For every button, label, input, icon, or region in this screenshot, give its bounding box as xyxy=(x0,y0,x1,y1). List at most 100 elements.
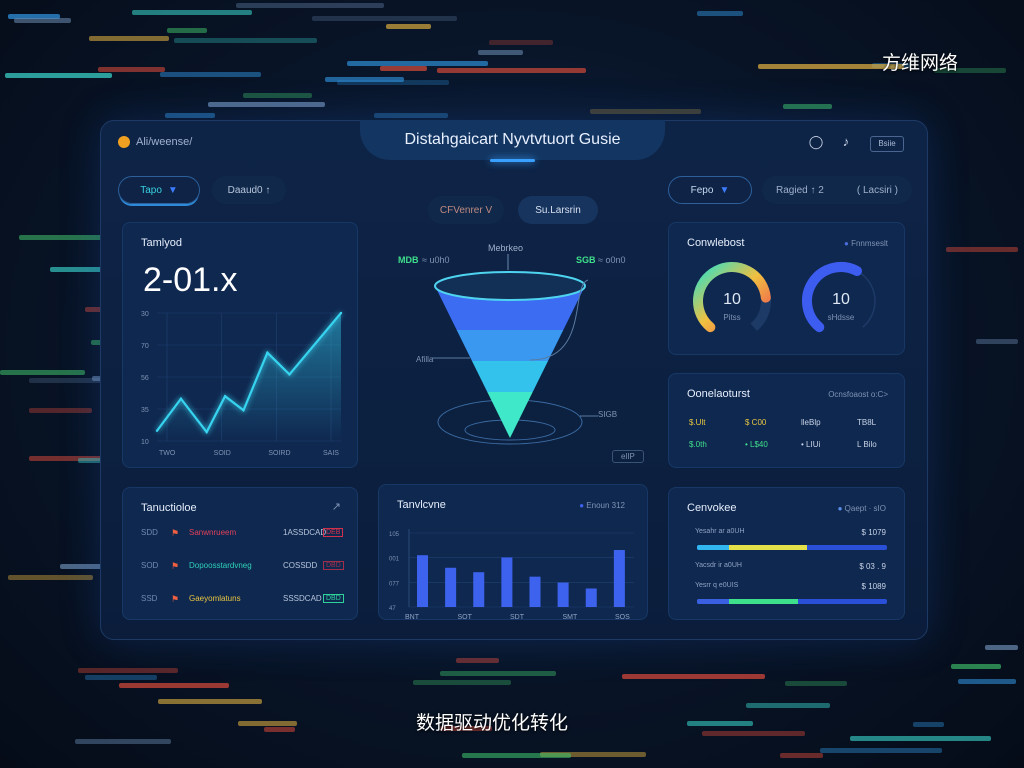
background-code-line xyxy=(132,9,252,15)
bar-chart: 105 001 077 47 BNT SOT SDT SMT SOS xyxy=(389,529,634,621)
connector-line xyxy=(529,279,589,361)
list-card: Tanuctioloe ↗ SDD ⚑ Sanwnrueem 1ASSDCAD DEB S… xyxy=(122,487,358,620)
progress-value: $ 03 . 9 xyxy=(859,562,886,571)
card-title: Tanvlcvne xyxy=(397,499,446,511)
item-name: Sanwnrueem xyxy=(189,528,237,537)
progress-label: Yesrr q e0UIS xyxy=(695,582,739,589)
background-code-line xyxy=(412,679,512,685)
y-tick-label: 47 xyxy=(389,606,396,612)
filter-icon: ▼ xyxy=(167,184,178,196)
background-code-line xyxy=(621,674,766,680)
background-code-line xyxy=(174,38,318,44)
stat-value: L Bilo xyxy=(857,440,877,449)
list-item[interactable]: SSD ⚑ Gaeyomlatuns SSSDCAD DBD xyxy=(123,594,359,610)
item-badge: DEB xyxy=(323,528,344,537)
user-icon[interactable]: ◯ xyxy=(808,134,824,149)
item-value: 1ASSDCAD xyxy=(283,528,327,537)
stat-value: TB8L xyxy=(857,418,877,427)
background-code-line xyxy=(975,338,1018,344)
legend-label: Qaept · sIO xyxy=(844,504,886,513)
x-tick-label: SDT xyxy=(510,614,525,621)
progress-label: Yacsdr ir a0UH xyxy=(695,562,742,569)
item-name: Dopoosstardvneg xyxy=(189,561,252,570)
bar xyxy=(529,576,541,607)
stat-value: $.Ult xyxy=(689,418,706,427)
bar-legend[interactable]: ● Enoun 312 xyxy=(579,501,625,510)
background-code-line xyxy=(19,235,123,241)
range-start: Ragied ↑ 2 xyxy=(776,184,824,196)
background-code-line xyxy=(5,72,112,78)
background-code-line xyxy=(462,752,572,758)
filter-pill-range[interactable]: Ragied ↑ 2 ( Lacsiri ) xyxy=(762,176,912,204)
x-tick-label: SAIS xyxy=(323,450,339,457)
stat-value: $.0th xyxy=(689,440,707,449)
progress-legend[interactable]: ● Qaept · sIO xyxy=(838,504,886,513)
funnel-side-label: Afilla xyxy=(416,355,434,364)
background-code-line xyxy=(489,39,553,45)
background-code-line xyxy=(913,721,944,727)
bar xyxy=(501,557,513,607)
watermark-caption: 方维网络 xyxy=(882,53,959,74)
card-title: Cenvokee xyxy=(687,502,737,514)
stats-link[interactable]: Ocnsfoaost o:C> xyxy=(828,390,888,399)
expand-icon[interactable]: ↗ xyxy=(331,501,341,513)
filter-pill-center-1[interactable]: CFVenrer V xyxy=(428,196,504,224)
background-code-line xyxy=(324,77,405,83)
progress-label: Yesahr ar a0UH xyxy=(695,528,745,535)
logo[interactable]: Ali/weense/ xyxy=(118,136,192,148)
bell-icon[interactable]: ♪ xyxy=(842,134,850,149)
big-value: 2-01.x xyxy=(143,261,238,299)
stat-value: • LIUi xyxy=(801,440,821,449)
card-title: Tamlyod xyxy=(141,237,182,249)
bar xyxy=(445,567,457,607)
background-code-line xyxy=(951,664,1002,670)
background-code-line xyxy=(159,72,261,78)
header-button[interactable]: Bsiie xyxy=(870,136,904,152)
progress-value: $ 1079 xyxy=(861,528,886,537)
gauge-2-label: sHdsse xyxy=(827,313,855,322)
legend-dot-icon: ● xyxy=(579,501,585,510)
funnel-stage xyxy=(487,392,533,438)
background-code-line xyxy=(779,753,824,759)
list-item[interactable]: SOD ⚑ Dopoosstardvneg COSSDD DBD xyxy=(123,561,359,577)
bar-card: Tanvlcvne ● Enoun 312 105 001 077 47 BNT SOT S… xyxy=(378,484,648,621)
y-tick-label: 56 xyxy=(141,375,149,382)
x-tick-label: SOT xyxy=(458,614,473,621)
background-code-line xyxy=(439,670,557,676)
background-code-line xyxy=(238,721,297,727)
line-chart: 30 70 56 35 10 TWO SOID SOIRD SAIS xyxy=(141,311,343,457)
y-tick-label: 001 xyxy=(389,557,400,563)
series-line xyxy=(156,312,342,435)
filter-pill-left[interactable]: Tapo ▼ xyxy=(118,176,200,204)
bar xyxy=(557,582,569,607)
gauges-legend[interactable]: ● Fnnmseslt xyxy=(844,239,888,248)
stat-value: • L$40 xyxy=(745,440,768,449)
background-code-line xyxy=(311,16,457,22)
gauge-2-value: 10 xyxy=(832,291,850,308)
stat-value: $ C00 xyxy=(745,418,767,427)
gauge-1-value: 10 xyxy=(723,291,741,308)
y-tick-label: 105 xyxy=(389,532,400,538)
funnel-bottom-label: SIGB xyxy=(598,410,618,419)
logo-text: Ali/weense/ xyxy=(136,136,193,148)
funnel-corner-button[interactable]: elIP xyxy=(612,450,644,463)
background-code-line xyxy=(701,730,805,736)
filter-pill-right[interactable]: Fepo ▼ xyxy=(668,176,752,204)
background-code-line xyxy=(984,644,1018,650)
background-code-line xyxy=(958,679,1016,685)
item-number: SSD xyxy=(141,594,158,603)
filter-pill-center-2[interactable]: Su.Larsrin xyxy=(518,196,598,224)
funnel-rim xyxy=(434,271,586,301)
subtitle-caption: 数据驱动优化转化 xyxy=(416,713,569,734)
item-icon: ⚑ xyxy=(171,528,180,538)
filter-icon: ▼ xyxy=(719,184,730,196)
filter-pill-date[interactable]: Daaud0 ↑ xyxy=(212,176,286,204)
bar xyxy=(473,572,485,607)
background-code-line xyxy=(236,2,384,8)
trend-card: Tamlyod 2-01.x 30 70 56 35 10 TWO SOID SOIRD SAI… xyxy=(122,222,358,468)
list-item[interactable]: SDD ⚑ Sanwnrueem 1ASSDCAD DEB xyxy=(123,528,359,544)
y-tick-label: 70 xyxy=(141,343,149,350)
background-code-line xyxy=(436,67,586,73)
data-point xyxy=(339,311,343,315)
background-code-line xyxy=(849,735,991,741)
